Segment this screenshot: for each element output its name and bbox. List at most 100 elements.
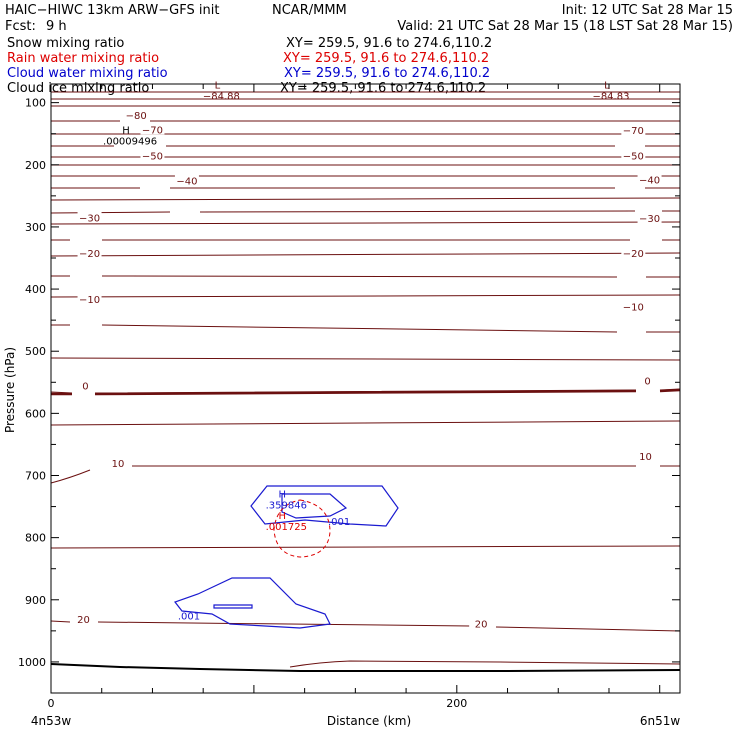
isotherm-line <box>50 210 680 214</box>
rain-water-contour <box>273 499 331 558</box>
isotherm-label: 10 <box>639 452 652 463</box>
isotherm-label-bg <box>140 148 165 161</box>
y-tick-label: 400 <box>25 283 46 296</box>
isotherm-label-bg <box>77 246 102 259</box>
isotherm-label: 0 <box>644 376 650 387</box>
isotherm-label: −30 <box>639 214 660 225</box>
extremum-value: −84.83 <box>592 91 629 102</box>
surface-isotherm <box>289 660 681 668</box>
cloud-water-contour <box>213 604 253 609</box>
field-snow-name: Snow mixing ratio <box>7 36 124 51</box>
isotherm-label: −70 <box>142 125 163 136</box>
isotherm-label: −80 <box>126 111 147 122</box>
field-cloud-ice-name: Cloud ice mixing ratio <box>7 81 149 96</box>
field-snow-xy: XY= 259.5, 91.6 to 274.6,110.2 <box>286 36 492 51</box>
isotherm-line <box>50 420 681 426</box>
y-tick-label: 300 <box>25 221 46 234</box>
extremum-value: .001725 <box>266 522 307 533</box>
cloud-water-contour <box>281 493 348 519</box>
extremum-h-letter: H <box>279 511 287 522</box>
header: HAIC−HIWC 13km ARW−GFS init NCAR/MMM Ini… <box>5 3 733 96</box>
extremum-h-letter: H <box>122 126 130 137</box>
cloud-contour-label: .001 <box>178 611 200 622</box>
temperature-isotherms <box>50 91 681 632</box>
left-endpoint: 4n53w <box>31 714 72 728</box>
isotherm-label-bg <box>621 299 646 312</box>
extremum-l-letter: L <box>604 80 610 91</box>
isotherm-label: −40 <box>639 176 660 187</box>
isotherm-label-bg <box>73 378 98 391</box>
isotherm-label: 0 <box>82 381 88 392</box>
cloud-contour-labels: .001 .001 <box>178 517 350 622</box>
isotherm-label: −10 <box>623 302 644 313</box>
isotherm-line <box>50 465 680 484</box>
extremum-value: .359846 <box>266 500 307 511</box>
cloud-water-contours <box>174 485 399 629</box>
isotherm-label-bg <box>105 456 130 469</box>
isotherm-label-bg <box>621 122 646 135</box>
isotherm-line <box>51 275 680 278</box>
isotherm-label-bg <box>635 373 660 386</box>
forecast-hours: 9 h <box>46 19 67 34</box>
isotherm-label: −50 <box>142 151 163 162</box>
isotherm-label-bg <box>124 108 149 121</box>
extremum-l-letter: L <box>215 80 221 91</box>
y-tick-label: 600 <box>25 407 46 420</box>
right-endpoint: 6n51w <box>640 714 681 728</box>
y-tick-label: 900 <box>25 594 46 607</box>
organization: NCAR/MMM <box>272 3 347 18</box>
x-tick-label: 200 <box>446 697 467 710</box>
isotherm-label-bg <box>637 172 662 185</box>
isotherm-label-bg <box>621 148 646 161</box>
y-tick-label: 100 <box>25 97 46 110</box>
field-rain-name: Rain water mixing ratio <box>7 51 159 66</box>
isotherm-label-bg <box>637 211 662 224</box>
field-cloud-ice-xy: XY= 259.5, 91.6 to 274.6,110.2 <box>280 81 486 96</box>
field-rain-xy: XY= 259.5, 91.6 to 274.6,110.2 <box>283 51 489 66</box>
x-tick-label: 0 <box>48 697 55 710</box>
chart-title: HAIC−HIWC 13km ARW−GFS init <box>5 3 219 18</box>
init-time: Init: 12 UTC Sat 28 Mar 15 <box>562 3 733 18</box>
cloud-water-contour <box>174 577 331 629</box>
isotherm-label-bg <box>621 246 646 259</box>
extremum-value: −84.88 <box>203 91 240 102</box>
isotherm-label-bg <box>469 616 494 629</box>
field-cloud-water-name: Cloud water mixing ratio <box>7 66 168 81</box>
isotherm-line <box>50 221 681 225</box>
isotherm-label: 10 <box>112 459 125 470</box>
y-tick-label: 1000 <box>18 656 46 669</box>
x-axis-ticks: 0 200 <box>48 84 661 710</box>
plot-frame <box>50 83 681 694</box>
isotherm-line <box>50 545 681 549</box>
extremum-value: .00009496 <box>103 137 157 148</box>
isotherm-label-bg <box>174 173 199 186</box>
valid-time: Valid: 21 UTC Sat 28 Mar 15 (18 LST Sat … <box>397 19 733 34</box>
y-tick-label: 700 <box>25 470 46 483</box>
temperature-labels: −80 −70 −70 −50 −50 −40 −40 −30 −30 −20 −20 −10 −10 0… <box>71 108 662 630</box>
isotherm-line <box>51 324 680 333</box>
isotherm-label: 20 <box>475 619 488 630</box>
isotherm-label-bg <box>71 612 96 625</box>
isotherm-label: −70 <box>623 126 644 137</box>
extremum-h-letter: H <box>279 489 287 500</box>
isotherm-line <box>50 197 681 201</box>
cloud-contour-label: .001 <box>328 517 350 528</box>
isotherm-label: −10 <box>79 295 100 306</box>
isotherm-label: −30 <box>79 214 100 225</box>
rain-water-contours <box>273 499 331 558</box>
surface-line <box>50 663 681 672</box>
isotherm-line <box>50 357 681 361</box>
isotherm-label-bg <box>77 292 102 305</box>
isotherm-label: 20 <box>77 615 90 626</box>
cloud-water-contour <box>250 485 399 527</box>
x-axis-label: Distance (km) <box>327 714 411 728</box>
forecast-label: Fcst: <box>5 19 36 34</box>
y-tick-label: 800 <box>25 532 46 545</box>
isotherm-line <box>50 620 681 632</box>
y-axis-label: Pressure (hPa) <box>3 347 17 433</box>
isotherm-label: −20 <box>79 249 100 260</box>
isotherm-line <box>50 252 681 257</box>
isotherm-label-bg <box>140 122 165 135</box>
